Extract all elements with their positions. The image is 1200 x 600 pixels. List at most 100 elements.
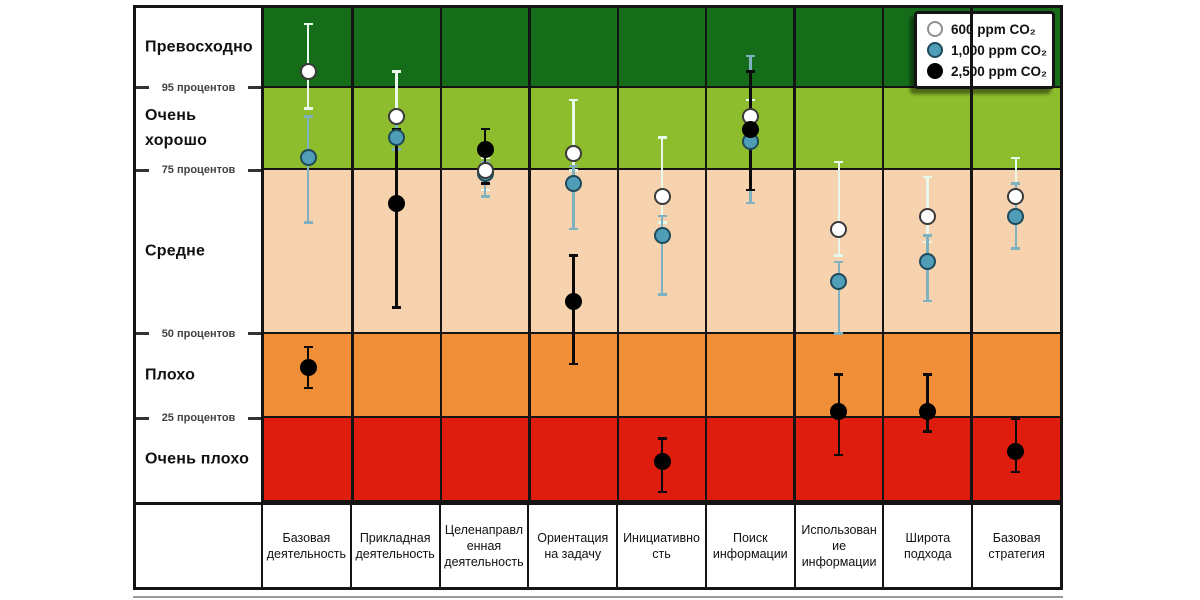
point-600ppm-cat1-error-cap (392, 70, 402, 73)
legend-item-2500ppm: 2,500 ppm CO₂ (927, 63, 1047, 79)
point-2500ppm-cat6-error-cap (834, 373, 844, 376)
point-2500ppm-cat2-error-cap (480, 182, 490, 185)
point-1000ppm-cat6-error-cap (834, 260, 844, 264)
point-600ppm-cat8-marker (1007, 187, 1025, 205)
point-2500ppm-cat2-marker (476, 141, 494, 159)
column-separator (881, 8, 885, 502)
point-2500ppm-cat5-error-cap (745, 188, 755, 192)
band-label-very-bad: Очень плохо (145, 450, 250, 468)
point-2500ppm-cat1-error-cap (392, 306, 402, 309)
category-label-1: Прикладная деятельность (349, 505, 439, 587)
tick-50-label: 50 процентов (161, 327, 236, 340)
point-1000ppm-cat6-error-cap (834, 332, 844, 335)
point-2500ppm-cat8-error-cap (1011, 470, 1021, 474)
category-label-6: Использован ие информации (793, 505, 883, 587)
point-1000ppm-cat4-marker (653, 227, 671, 245)
tick-dash-icon (248, 86, 261, 89)
point-1000ppm-cat4-error-cap (657, 293, 667, 296)
legend: 600 ppm CO₂ 1,000 ppm CO₂ 2,500 ppm CO₂ (914, 11, 1055, 89)
point-600ppm-cat1-error-bar (395, 71, 398, 134)
point-2500ppm-cat3-error-cap (569, 362, 579, 366)
tick-dash-icon (136, 86, 149, 89)
point-2500ppm-cat3-error-cap (569, 254, 579, 257)
point-1000ppm-cat6-marker (830, 272, 848, 290)
point-600ppm-cat6-error-bar (837, 162, 841, 256)
point-1000ppm-cat0-error-cap (303, 115, 313, 118)
category-label-2: Целенаправл енная деятельность (438, 505, 528, 587)
quality-band-3 (264, 333, 1060, 419)
tick-95-label: 95 процентов (161, 81, 236, 94)
tick-25-label: 25 процентов (161, 412, 236, 425)
point-1000ppm-cat3-error-cap (569, 227, 579, 231)
tick-50: 50 процентов (136, 328, 261, 340)
point-1000ppm-cat3-error-cap (569, 164, 579, 168)
point-1000ppm-cat8-error-cap (1011, 182, 1021, 185)
point-600ppm-cat0-error-cap (303, 22, 313, 26)
point-2500ppm-cat5-marker (741, 120, 759, 138)
point-1000ppm-cat3-error-bar (572, 166, 575, 230)
legend-item-1000ppm: 1,000 ppm CO₂ (927, 42, 1048, 58)
point-1000ppm-cat5-error-cap (745, 54, 755, 58)
legend-marker-600ppm-icon (927, 21, 943, 37)
point-600ppm-cat7-error-cap (922, 175, 932, 179)
column-separator (351, 8, 354, 502)
point-600ppm-cat0-error-cap (303, 107, 313, 110)
legend-marker-1000ppm-icon (927, 42, 943, 58)
tick-dash-icon (136, 169, 149, 172)
point-2500ppm-cat0-marker (299, 359, 317, 377)
point-2500ppm-cat4-marker (653, 453, 671, 471)
point-2500ppm-cat4-error-cap (657, 490, 667, 494)
point-600ppm-cat2-marker (476, 161, 494, 179)
point-1000ppm-cat5-error-cap (745, 201, 755, 205)
point-600ppm-cat0-marker (299, 63, 317, 81)
point-600ppm-cat3-error-bar (572, 100, 575, 171)
tick-dash-icon (248, 332, 261, 335)
point-1000ppm-cat6-error-bar (837, 261, 841, 334)
point-2500ppm-cat5-error-cap (745, 70, 755, 73)
x-axis-spacer (136, 505, 261, 587)
x-axis-category-row: Базовая деятельность Прикладная деятельн… (136, 505, 1060, 587)
tick-dash-icon (248, 417, 261, 420)
column-separator (439, 8, 443, 502)
point-2500ppm-cat3-marker (565, 292, 583, 310)
legend-item-600ppm: 600 ppm CO₂ (927, 21, 1044, 37)
category-label-3: Ориентация на задачу (527, 505, 616, 587)
point-2500ppm-cat7-marker (918, 403, 936, 421)
tick-dash-icon (136, 417, 149, 420)
point-2500ppm-cat0-error-cap (303, 345, 313, 349)
y-axis: Превосходно Очень хорошо Средне Плохо Оч… (136, 8, 261, 502)
point-1000ppm-cat4-error-cap (657, 214, 667, 218)
point-600ppm-cat3-marker (565, 145, 583, 163)
tick-75: 75 процентов (136, 164, 261, 176)
point-1000ppm-cat7-marker (918, 253, 936, 271)
tick-95: 95 процентов (136, 82, 261, 94)
point-600ppm-cat7-marker (918, 207, 936, 225)
tick-dash-icon (248, 169, 261, 172)
point-2500ppm-cat2-error-cap (480, 127, 490, 131)
point-1000ppm-cat8-error-cap (1011, 247, 1021, 250)
point-1000ppm-cat8-marker (1007, 207, 1025, 225)
legend-label-1000ppm: 1,000 ppm CO₂ (951, 42, 1048, 58)
point-1000ppm-cat0-error-cap (303, 221, 313, 224)
point-2500ppm-cat4-error-cap (657, 437, 667, 440)
point-600ppm-cat4-error-cap (657, 136, 667, 139)
point-2500ppm-cat8-marker (1007, 443, 1025, 461)
column-separator (528, 8, 531, 502)
point-2500ppm-cat0-error-cap (303, 386, 313, 390)
point-2500ppm-cat8-error-cap (1011, 417, 1021, 420)
point-600ppm-cat4-marker (653, 187, 671, 205)
point-1000ppm-cat7-error-cap (922, 299, 932, 303)
column-separator (704, 8, 708, 502)
legend-marker-2500ppm-icon (927, 63, 943, 79)
point-2500ppm-cat1-error-bar (395, 129, 398, 308)
point-2500ppm-cat1-marker (388, 194, 406, 212)
band-label-excellent: Превосходно (145, 38, 253, 56)
point-1000ppm-cat1-marker (388, 128, 406, 146)
point-600ppm-cat6-error-cap (834, 160, 844, 164)
point-600ppm-cat3-error-cap (569, 98, 579, 102)
figure-bottom-rule (133, 596, 1063, 598)
point-2500ppm-cat7-error-cap (922, 373, 932, 376)
chart-figure: Превосходно Очень хорошо Средне Плохо Оч… (133, 5, 1063, 590)
point-1000ppm-cat4-error-bar (660, 216, 664, 295)
